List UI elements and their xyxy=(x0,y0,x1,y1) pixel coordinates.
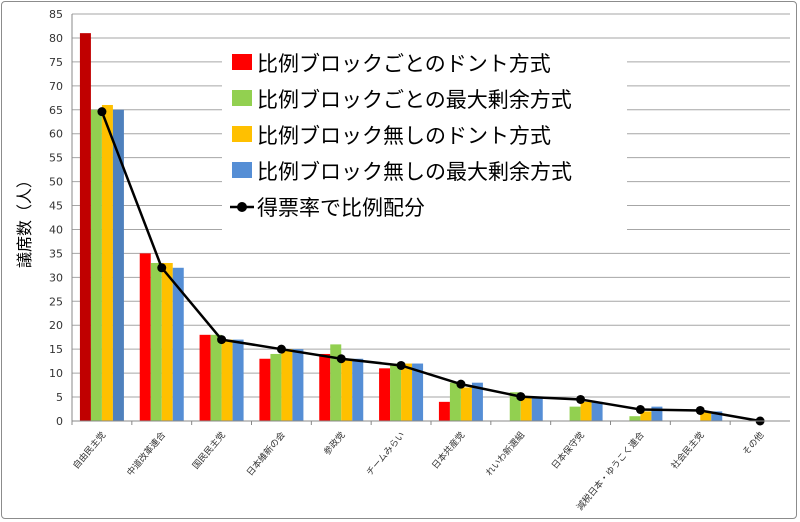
y-tick-label: 15 xyxy=(49,343,63,356)
x-tick-label: れいわ新選組 xyxy=(483,429,527,478)
x-tick-label: 国民民主党 xyxy=(190,429,228,471)
x-tick-label: 参政党 xyxy=(321,429,348,457)
legend-label: 比例ブロックごとのドント方式 xyxy=(257,52,551,76)
line-point xyxy=(157,263,167,273)
y-tick-label: 30 xyxy=(49,271,63,284)
bar xyxy=(292,349,304,421)
bar xyxy=(640,411,652,421)
legend-label: 比例ブロック無しの最大剰余方式 xyxy=(257,160,572,184)
bar xyxy=(471,382,483,421)
bar xyxy=(711,411,723,421)
bar xyxy=(79,33,91,421)
bar xyxy=(438,401,450,421)
bar xyxy=(591,401,603,421)
y-tick-label: 20 xyxy=(49,319,63,332)
bar xyxy=(341,358,353,421)
bar xyxy=(221,339,233,421)
bar xyxy=(150,262,162,421)
bar xyxy=(270,353,282,421)
y-tick-label: 5 xyxy=(56,391,63,404)
legend-box xyxy=(222,40,627,230)
bar xyxy=(379,368,391,421)
y-tick-label: 75 xyxy=(49,56,63,69)
bar xyxy=(509,392,521,421)
bar xyxy=(259,358,271,421)
y-tick-label: 70 xyxy=(49,80,63,93)
bar xyxy=(210,334,222,421)
x-tick-label: 自由民主党 xyxy=(70,429,108,471)
line-point xyxy=(336,354,346,364)
x-tick-label: 中道改革連合 xyxy=(124,429,168,478)
y-tick-label: 10 xyxy=(49,367,63,380)
line-point xyxy=(516,392,526,402)
line-point xyxy=(456,379,466,389)
y-axis-label: 議席数（人） xyxy=(15,172,34,268)
bar xyxy=(161,262,173,421)
x-tick-label: 減税日本・ゆうこく連合 xyxy=(574,429,647,513)
bar xyxy=(319,353,331,421)
y-tick-label: 35 xyxy=(49,247,63,260)
bar xyxy=(412,363,424,421)
x-tick-label: 日本保守党 xyxy=(549,429,587,471)
line-point xyxy=(635,405,645,415)
y-tick-label: 40 xyxy=(49,223,63,236)
bar xyxy=(531,397,543,421)
line-point xyxy=(276,344,286,354)
y-tick-label: 45 xyxy=(49,200,63,213)
bar xyxy=(199,334,211,421)
legend-marker xyxy=(237,202,247,212)
series-line xyxy=(100,111,761,423)
bar xyxy=(520,397,532,421)
y-tick-label: 60 xyxy=(49,128,63,141)
y-tick-label: 65 xyxy=(49,104,63,117)
line-point xyxy=(217,335,227,345)
legend-label: 比例ブロック無しのドント方式 xyxy=(257,124,551,148)
bar xyxy=(390,363,402,421)
bar xyxy=(460,387,472,421)
legend-swatch xyxy=(232,126,252,142)
bar xyxy=(700,411,712,421)
bar xyxy=(101,104,113,421)
legend-swatch xyxy=(232,54,252,70)
bar xyxy=(232,339,244,421)
line-point xyxy=(695,405,705,415)
bar xyxy=(112,109,124,421)
bar xyxy=(330,344,342,421)
bar xyxy=(569,406,581,421)
bar xyxy=(352,358,364,421)
x-tick-label: 社会民主党 xyxy=(668,429,706,471)
y-tick-label: 50 xyxy=(49,176,63,189)
legend-swatch xyxy=(232,90,252,106)
bar xyxy=(139,253,151,421)
y-tick-label: 55 xyxy=(49,152,63,165)
y-tick-label: 25 xyxy=(49,295,63,308)
y-tick-label: 85 xyxy=(49,8,63,21)
legend-label: 比例ブロックごとの最大剰余方式 xyxy=(257,88,572,112)
legend-swatch xyxy=(232,162,252,178)
legend-label: 得票率で比例配分 xyxy=(257,196,425,220)
line-point xyxy=(576,394,586,404)
bar xyxy=(629,416,641,421)
line-point xyxy=(396,360,406,370)
bar xyxy=(449,382,461,421)
y-tick-label: 80 xyxy=(49,32,63,45)
x-tick-label: チームみらい xyxy=(364,430,407,478)
x-tick-label: 日本維新の会 xyxy=(244,429,288,478)
bar xyxy=(281,349,293,421)
x-tick-label: その他 xyxy=(740,429,767,457)
x-tick-label: 日本共産党 xyxy=(429,429,467,471)
y-tick-label: 0 xyxy=(56,415,63,428)
bar xyxy=(401,363,413,421)
bar xyxy=(580,401,592,421)
line-point xyxy=(97,107,107,117)
bar xyxy=(651,406,663,421)
bar xyxy=(172,267,184,421)
bar xyxy=(90,109,102,421)
